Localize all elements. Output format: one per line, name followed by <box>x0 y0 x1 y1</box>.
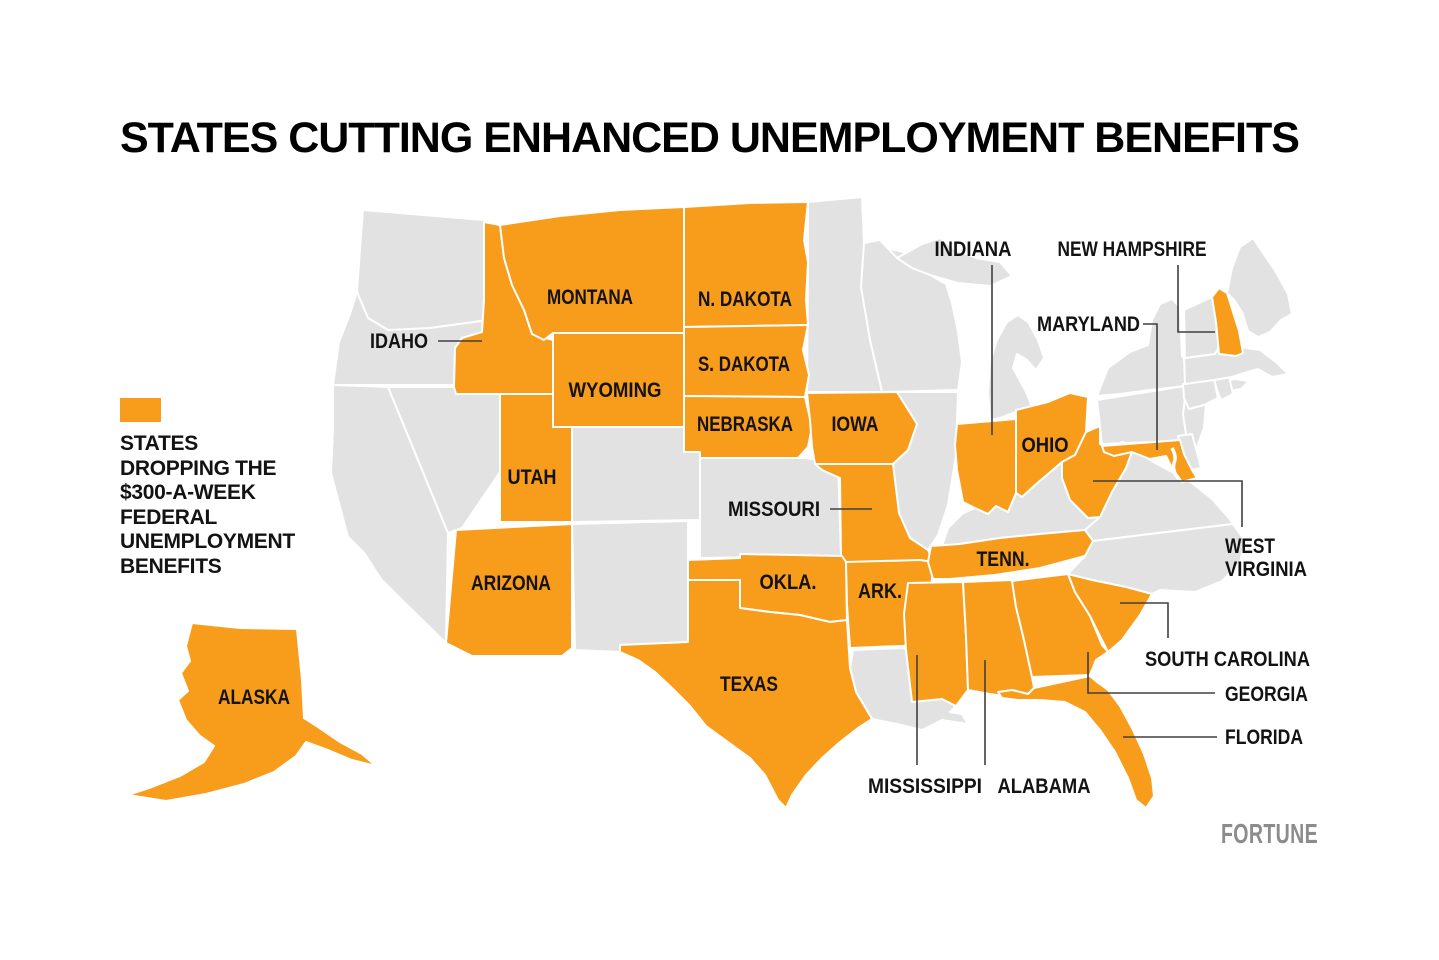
legend-text-line: $300-A-WEEK <box>120 481 256 504</box>
state-arizona <box>445 523 573 657</box>
west-virginia-callout-label-line2: VIRGINIA <box>1225 558 1307 581</box>
oklahoma-label: OKLA. <box>760 571 817 594</box>
indiana-callout-label: INDIANA <box>935 238 1012 261</box>
georgia-callout-line <box>1087 652 1215 694</box>
alabama-callout-label: ALABAMA <box>998 775 1091 798</box>
florida-callout-label: FLORIDA <box>1225 726 1303 749</box>
state-new-hampshire <box>1211 287 1244 357</box>
legend-swatch <box>120 398 161 422</box>
south-carolina-callout-line <box>1120 602 1169 638</box>
idaho-callout-label: IDAHO <box>370 330 428 353</box>
legend-text-line: FEDERAL <box>120 505 218 529</box>
page-title: STATES CUTTING ENHANCED UNEMPLOYMENT BEN… <box>120 114 1300 162</box>
state-indiana <box>954 418 1017 515</box>
state-mississippi <box>903 581 969 707</box>
state-massachusetts <box>1183 346 1289 385</box>
state-new-mexico <box>571 520 689 653</box>
state-florida <box>997 675 1155 809</box>
utah-label: UTAH <box>508 466 557 489</box>
legend-text-line: BENEFITS <box>120 554 222 578</box>
wyoming-label: WYOMING <box>569 379 662 402</box>
state-maine <box>1226 237 1293 338</box>
state-texas <box>619 579 873 809</box>
state-michigan-upper <box>896 237 1013 287</box>
state-nebraska <box>683 395 813 459</box>
new-hampshire-callout-line <box>1177 265 1215 333</box>
maryland-callout-line <box>1143 323 1158 450</box>
west-virginia-callout-label-line1: WEST <box>1225 535 1275 558</box>
state-tennessee <box>927 529 1094 580</box>
west-virginia-callout-line <box>1093 480 1243 527</box>
montana-label: MONTANA <box>547 286 633 309</box>
alaska-label: ALASKA <box>218 686 290 709</box>
ohio-label: OHIO <box>1022 434 1069 457</box>
north-dakota-label: N. DAKOTA <box>698 288 792 311</box>
state-utah <box>499 393 573 523</box>
tennessee-label: TENN. <box>977 548 1030 571</box>
iowa-label: IOWA <box>832 413 879 436</box>
arizona-label: ARIZONA <box>471 572 551 595</box>
new-hampshire-callout-label: NEW HAMPSHIRE <box>1058 238 1207 261</box>
state-south-carolina <box>1067 573 1153 653</box>
state-colorado <box>571 425 701 523</box>
fortune-logo: FORTUNE <box>1221 818 1318 849</box>
south-dakota-label: S. DAKOTA <box>698 353 790 376</box>
arkansas-label: ARK. <box>858 580 902 603</box>
south-carolina-callout-label: SOUTH CAROLINA <box>1145 648 1310 671</box>
mississippi-callout-label: MISSISSIPPI <box>868 775 982 798</box>
texas-label: TEXAS <box>720 673 778 696</box>
legend-text-line: STATES <box>120 432 198 455</box>
state-montana <box>499 206 685 341</box>
state-alaska <box>127 622 377 802</box>
legend-text-line: UNEMPLOYMENT <box>120 530 295 553</box>
chesapeake-bay <box>1170 447 1181 481</box>
state-washington <box>356 209 489 331</box>
legend-text-line: DROPPING THE <box>120 456 277 480</box>
legend: STATES DROPPING THE $300-A-WEEK FEDERAL … <box>120 398 320 579</box>
missouri-callout-label: MISSOURI <box>728 498 820 521</box>
state-new-york <box>1096 298 1197 397</box>
nebraska-label: NEBRASKA <box>697 413 793 436</box>
maryland-callout-label: MARYLAND <box>1037 313 1140 336</box>
georgia-callout-label: GEORGIA <box>1225 683 1308 706</box>
